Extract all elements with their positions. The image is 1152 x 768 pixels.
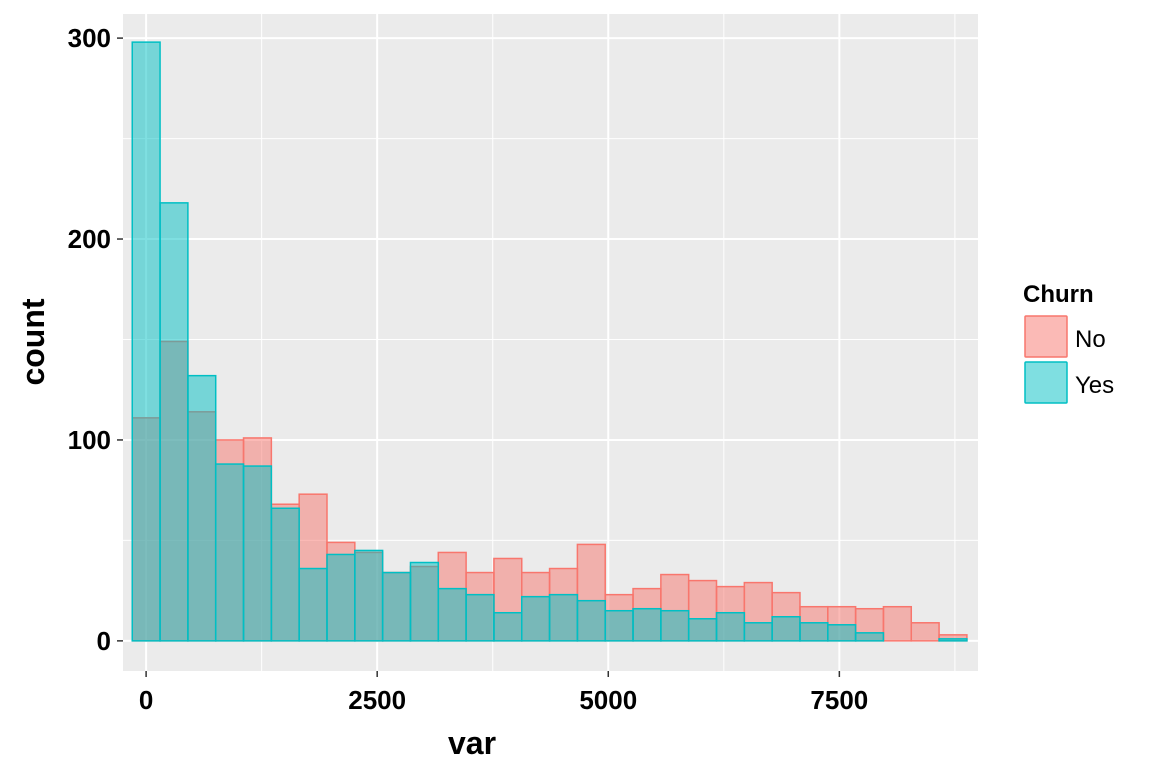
bar-yes xyxy=(854,632,885,642)
bar-yes xyxy=(381,571,412,642)
bar-yes xyxy=(521,595,551,642)
y-axis-ticks: 0 100 200 300 xyxy=(68,23,123,656)
y-axis-title: count xyxy=(15,298,51,385)
x-tick-label: 7500 xyxy=(810,685,868,715)
x-tick-label: 5000 xyxy=(579,685,637,715)
bar-yes xyxy=(326,553,356,642)
bar-yes xyxy=(687,618,718,642)
bar-yes xyxy=(298,567,328,642)
legend-label-no: No xyxy=(1075,326,1106,353)
x-tick-label: 2500 xyxy=(348,685,406,715)
bar-no xyxy=(910,622,940,642)
bar-yes xyxy=(493,611,523,642)
bar-yes xyxy=(242,465,273,642)
y-tick-label: 100 xyxy=(68,425,111,455)
y-tick-label: 200 xyxy=(68,224,111,254)
bar-yes xyxy=(548,593,579,642)
bar-yes xyxy=(159,202,189,642)
bar-yes xyxy=(827,624,857,642)
bar-yes xyxy=(131,41,161,642)
legend-title: Churn xyxy=(1023,281,1094,308)
legend-key-yes xyxy=(1024,361,1068,404)
bar-yes xyxy=(743,622,773,642)
x-axis-ticks: 0 2500 5000 7500 xyxy=(139,671,868,715)
bar-yes xyxy=(270,507,300,642)
bar-yes xyxy=(771,616,801,642)
bar-yes xyxy=(660,609,690,642)
bar-no xyxy=(882,605,913,642)
y-tick-label: 300 xyxy=(68,23,111,53)
bar-yes xyxy=(938,638,968,642)
bar-yes xyxy=(465,593,495,642)
x-tick-label: 0 xyxy=(139,685,153,715)
y-tick-label: 0 xyxy=(97,626,111,656)
bars-series-yes xyxy=(131,41,968,642)
bar-yes xyxy=(715,611,746,642)
legend-key-no xyxy=(1024,315,1068,358)
legend-item-no: No xyxy=(1024,315,1106,358)
bar-yes xyxy=(604,609,634,642)
legend-label-yes: Yes xyxy=(1075,372,1114,399)
legend-item-yes: Yes xyxy=(1024,361,1114,404)
x-axis-title: var xyxy=(448,725,496,761)
bar-yes xyxy=(187,374,217,642)
minor-gridlines xyxy=(123,14,978,671)
bar-yes xyxy=(437,587,467,642)
bar-yes xyxy=(576,599,606,642)
bar-yes xyxy=(214,463,245,642)
bar-yes xyxy=(354,549,384,642)
legend: Churn No Yes xyxy=(1023,281,1114,404)
bar-yes xyxy=(632,607,662,642)
bar-yes xyxy=(409,561,440,642)
bar-yes xyxy=(799,622,829,642)
